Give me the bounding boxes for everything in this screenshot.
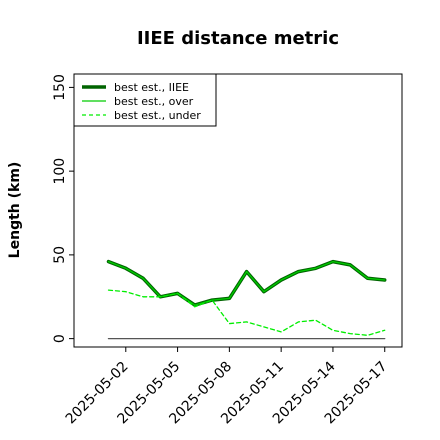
y-axis: 0 50 100 150	[52, 74, 74, 343]
series-line-2	[107, 289, 386, 336]
series-line-1	[107, 260, 386, 306]
y-axis-label: Length (km)	[7, 162, 23, 259]
legend-box	[73, 73, 217, 127]
y-tick-label: 100	[52, 158, 68, 185]
plot-frame	[73, 73, 403, 348]
legend-label-1: best est., over	[114, 95, 194, 108]
y-tick-label: 150	[52, 74, 68, 101]
y-tick-label: 50	[52, 246, 68, 264]
legend-label-2: best est., under	[114, 109, 201, 122]
x-axis: 2025-05-022025-05-052025-05-082025-05-11…	[63, 347, 391, 427]
legend-label-0: best est., IIEE	[114, 81, 189, 94]
series-line-0	[106, 259, 387, 307]
series-layer	[106, 259, 387, 340]
y-tick-label: 0	[52, 334, 68, 343]
chart-title: IIEE distance metric	[137, 28, 339, 49]
